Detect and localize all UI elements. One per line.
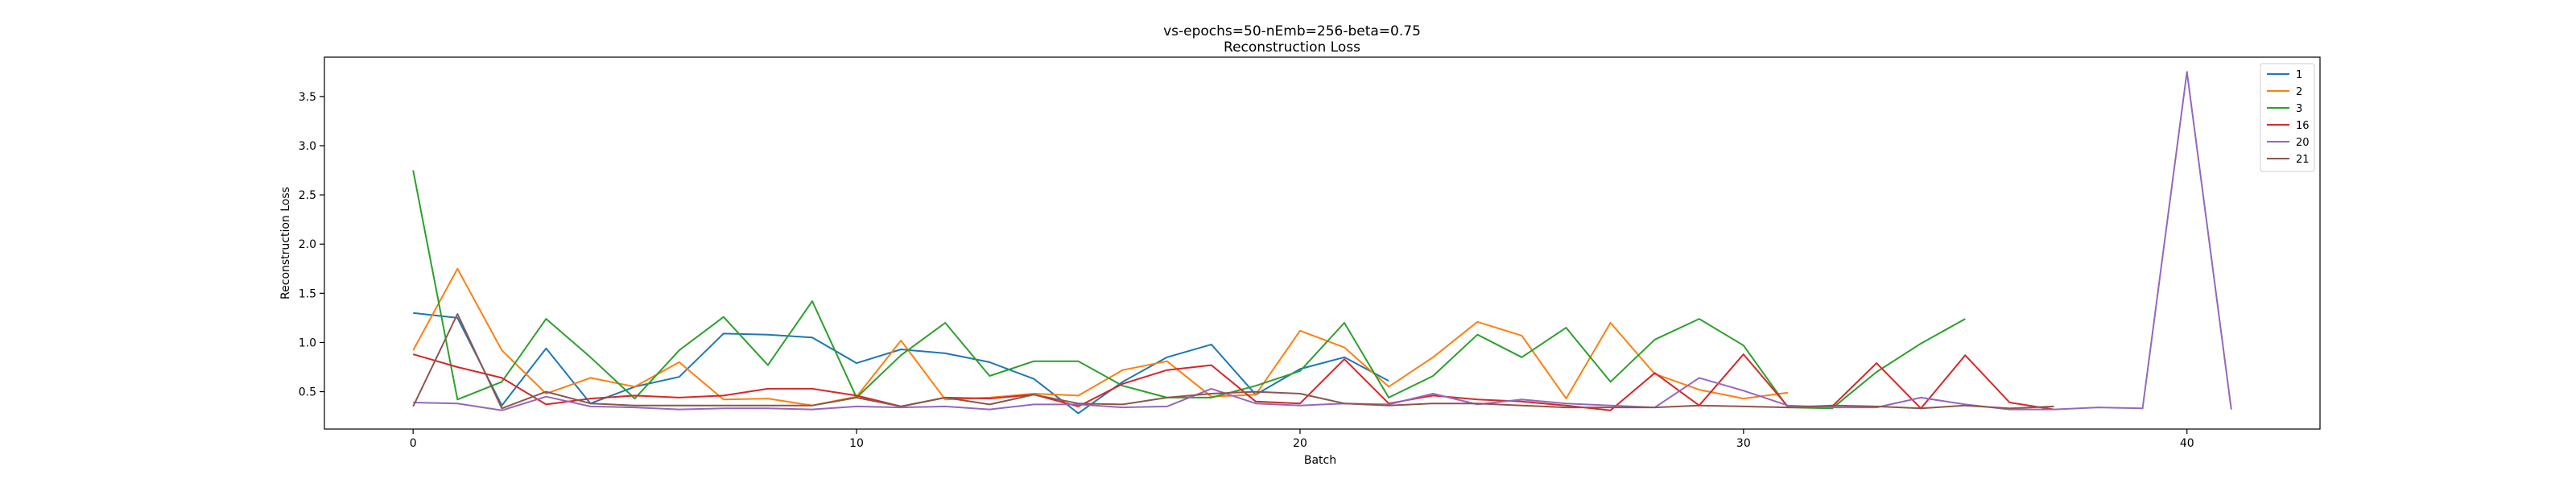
series-line-16 bbox=[412, 353, 2054, 411]
legend-label-3: 3 bbox=[2296, 103, 2302, 115]
legend-label-16: 16 bbox=[2296, 120, 2310, 132]
y-tick-label: 2.5 bbox=[299, 189, 316, 202]
y-tick-label: 1.5 bbox=[299, 287, 316, 300]
chart-subtitle: Reconstruction Loss bbox=[1224, 39, 1360, 56]
plot-area bbox=[324, 56, 2321, 430]
y-tick-label: 1.0 bbox=[299, 336, 316, 349]
y-tick-label: 3.5 bbox=[299, 91, 316, 104]
x-tick-label: 20 bbox=[1293, 437, 1307, 450]
legend-label-1: 1 bbox=[2296, 69, 2302, 81]
x-tick-label: 0 bbox=[410, 437, 417, 450]
series-line-21 bbox=[412, 313, 2054, 410]
series-lines bbox=[412, 71, 2232, 415]
y-tick-label: 2.0 bbox=[299, 238, 316, 251]
plot-frame bbox=[324, 56, 2321, 430]
legend-label-21: 21 bbox=[2296, 154, 2310, 166]
legend-label-20: 20 bbox=[2296, 137, 2310, 149]
y-tick-label: 0.5 bbox=[299, 386, 316, 399]
legend: 1 2 3 16 20 21 bbox=[2260, 63, 2315, 172]
x-axis-label: Batch bbox=[1304, 454, 1336, 467]
series-line-20 bbox=[413, 71, 2232, 411]
y-axis-ticks: 0.5 1.0 1.5 2.0 2.5 3.0 3.5 bbox=[299, 91, 324, 399]
x-tick-label: 40 bbox=[2180, 437, 2194, 450]
legend-label-2: 2 bbox=[2296, 86, 2302, 98]
x-axis-ticks: 0 10 20 30 40 bbox=[410, 429, 2194, 450]
x-tick-label: 30 bbox=[1736, 437, 1751, 450]
chart-title: vs-epochs=50-nEmb=256-beta=0.75 bbox=[1163, 23, 1421, 39]
series-line-3 bbox=[412, 170, 1966, 410]
series-line-1 bbox=[413, 312, 1389, 415]
y-tick-label: 3.0 bbox=[299, 140, 316, 153]
y-axis-label: Reconstruction Loss bbox=[279, 187, 292, 299]
series-line-2 bbox=[412, 267, 1789, 407]
x-tick-label: 10 bbox=[849, 437, 864, 450]
